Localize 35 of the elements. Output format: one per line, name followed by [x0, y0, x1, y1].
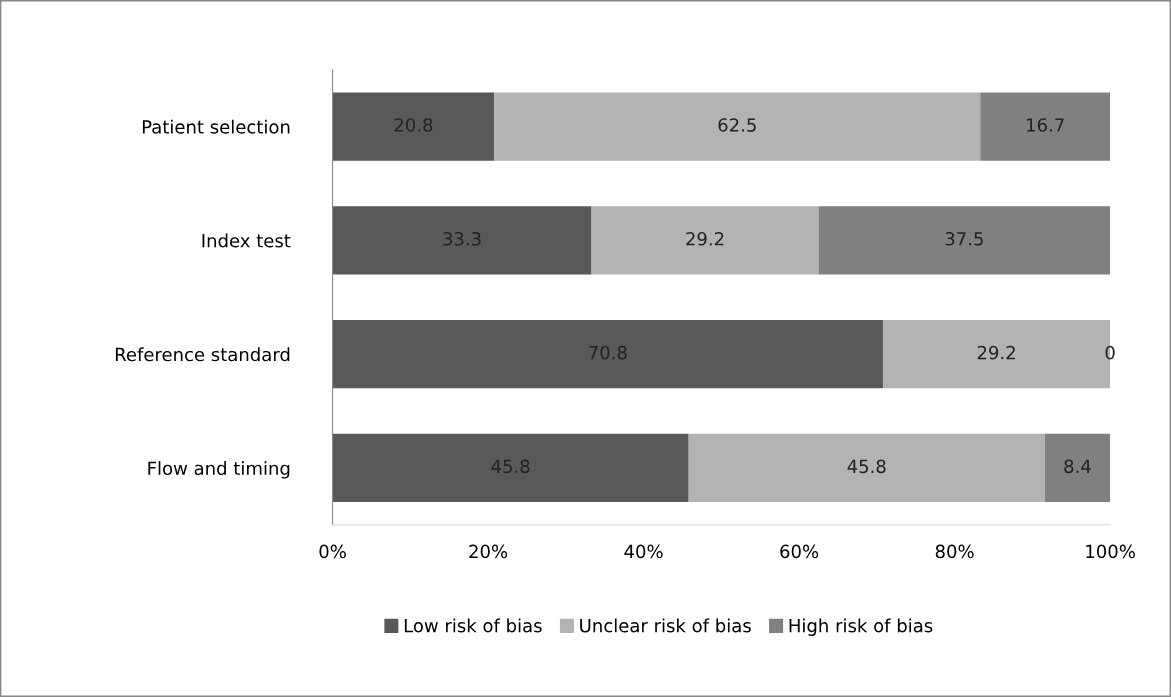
y-tick-label: Patient selection — [142, 119, 290, 134]
x-tick-label: 0% — [319, 544, 346, 559]
data-label: 45.8 — [491, 459, 530, 474]
x-tick-label: 60% — [780, 544, 819, 559]
legend-label: Unclear risk of bias — [580, 618, 751, 633]
data-label: 70.8 — [589, 345, 627, 360]
data-label: 37.5 — [945, 231, 983, 246]
bar — [494, 92, 981, 161]
x-tick-label: 40% — [624, 544, 663, 559]
bar — [980, 92, 1111, 161]
data-label: 33.3 — [443, 231, 481, 246]
data-label: 8.4 — [1064, 459, 1091, 474]
bar — [332, 320, 884, 389]
y-tick-label: Reference standard — [115, 347, 290, 362]
legend-label: Low risk of bias — [404, 618, 542, 633]
x-tick-label: 100% — [1086, 544, 1135, 559]
bar — [332, 433, 689, 503]
data-label: 20.8 — [394, 118, 433, 132]
data-label: 29.2 — [686, 231, 724, 246]
data-label: 29.2 — [977, 345, 1015, 360]
bar — [1044, 433, 1111, 503]
data-label: 0 — [1105, 345, 1115, 360]
x-tick-label: 80% — [935, 544, 974, 559]
data-label: 45.8 — [847, 459, 886, 474]
bar — [818, 206, 1111, 275]
y-tick-label: Flow and timing — [148, 461, 290, 479]
data-label: 16.7 — [1027, 118, 1064, 132]
data-label: 62.5 — [718, 118, 756, 132]
x-tick-label: 20% — [469, 544, 508, 559]
legend-label: High risk of bias — [789, 618, 933, 636]
y-tick-label: Index test — [202, 233, 291, 248]
bar — [688, 433, 1045, 503]
bar — [332, 206, 592, 275]
bar — [332, 92, 495, 161]
bar — [591, 206, 819, 275]
